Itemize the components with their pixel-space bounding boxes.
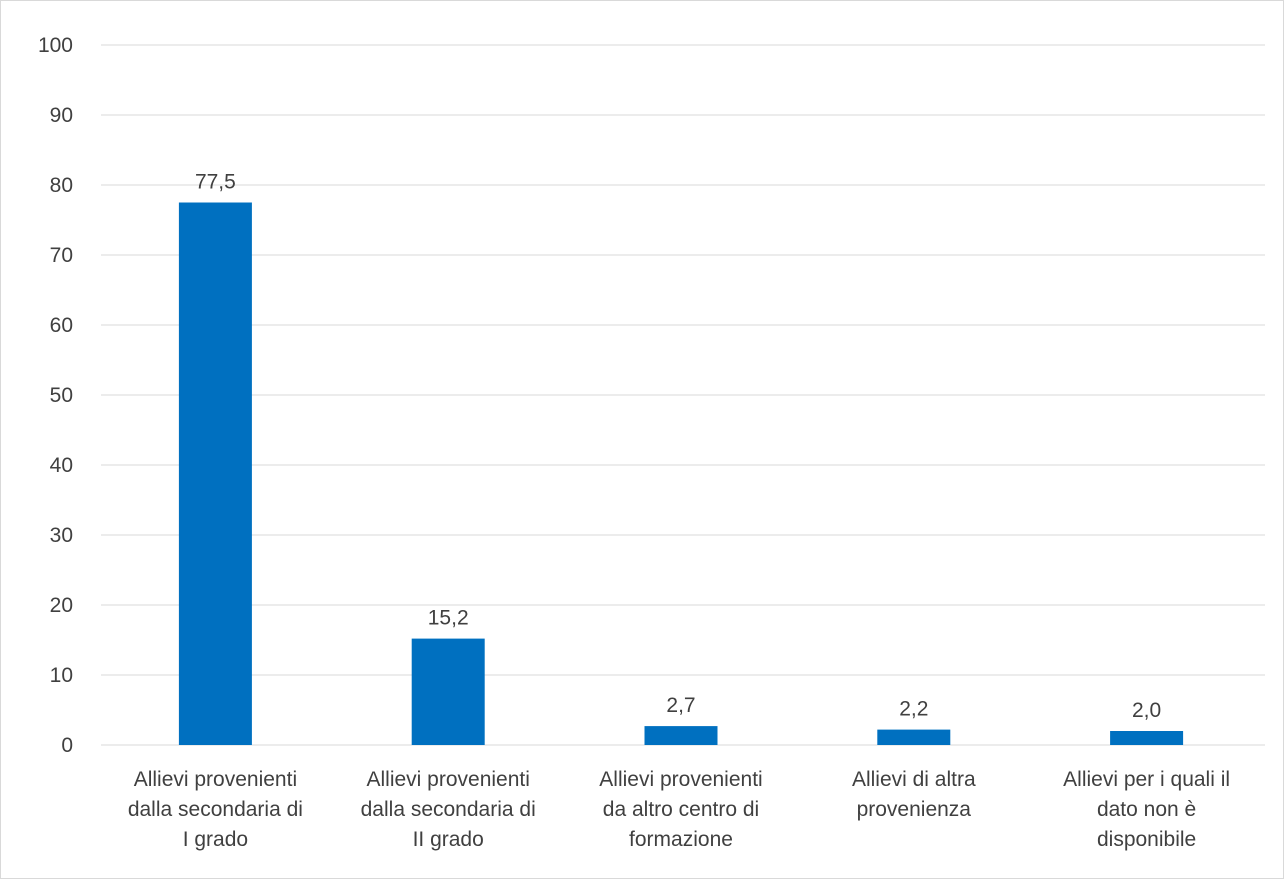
bar — [1110, 731, 1184, 745]
category-label: dalla secondaria di — [128, 798, 303, 821]
data-label: 2,0 — [1132, 699, 1161, 722]
category-label: disponibile — [1097, 828, 1196, 851]
y-tick-label: 60 — [50, 314, 73, 337]
y-tick-label: 10 — [50, 664, 73, 687]
y-tick-label: 40 — [50, 454, 73, 477]
y-tick-label: 50 — [50, 384, 73, 407]
y-tick-label: 90 — [50, 104, 73, 127]
category-label: II grado — [413, 828, 484, 851]
y-tick-label: 30 — [50, 524, 73, 547]
y-tick-label: 70 — [50, 244, 73, 267]
bar — [178, 202, 252, 745]
y-tick-label: 0 — [61, 734, 73, 757]
category-label: dalla secondaria di — [361, 798, 536, 821]
category-label: Allievi provenienti — [366, 768, 529, 791]
data-label: 15,2 — [428, 607, 469, 630]
category-label: dato non è — [1097, 798, 1196, 821]
category-label: Allievi provenienti — [134, 768, 297, 791]
category-label: da altro centro di — [603, 798, 759, 821]
data-label: 2,2 — [899, 698, 928, 721]
bar — [877, 729, 951, 745]
category-label: Allievi provenienti — [599, 768, 762, 791]
category-label: Allievi di altra — [852, 768, 976, 791]
bar — [644, 726, 718, 745]
category-label: formazione — [629, 828, 733, 851]
y-tick-label: 80 — [50, 174, 73, 197]
y-tick-label: 20 — [50, 594, 73, 617]
data-label: 77,5 — [195, 171, 236, 194]
bar — [411, 638, 485, 745]
category-label: provenienza — [857, 798, 972, 821]
category-label: Allievi per i quali il — [1063, 768, 1230, 791]
y-tick-label: 100 — [38, 34, 73, 57]
data-label: 2,7 — [666, 694, 695, 717]
category-label: I grado — [183, 828, 248, 851]
